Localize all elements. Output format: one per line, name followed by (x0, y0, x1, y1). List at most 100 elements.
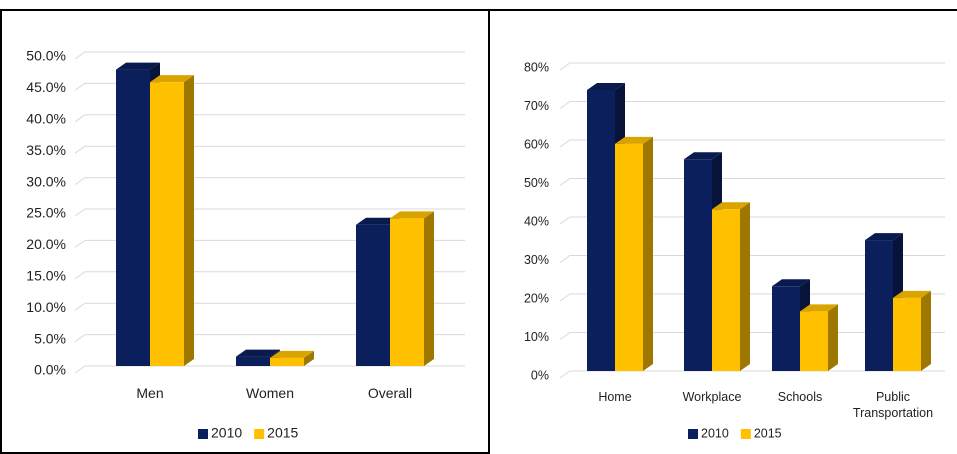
y-tick-label: 80% (524, 60, 549, 74)
legend-label: 2010 (211, 425, 242, 441)
y-tick-label: 15.0% (26, 268, 66, 284)
bar-top (236, 349, 280, 357)
legend-label: 2015 (754, 426, 782, 440)
bar (712, 202, 750, 371)
grid-line (559, 139, 945, 148)
x-tick-label: Schools (777, 390, 823, 404)
x-tick-label-box: Schools (777, 390, 823, 404)
x-tick-label-box: Public Transportation (852, 390, 934, 420)
bar-top (356, 217, 400, 225)
grid-line (559, 178, 945, 186)
bar-top (270, 350, 314, 358)
bar-top (116, 62, 160, 70)
bar-top (587, 82, 625, 90)
y-tick-label: 50% (524, 176, 549, 190)
bar-front (270, 357, 304, 366)
bar-side (424, 211, 434, 366)
y-tick-label: 10.0% (26, 299, 66, 315)
bar-top (893, 290, 931, 298)
bar (800, 304, 838, 371)
x-tick-label-box: Home (598, 390, 632, 404)
bar-front (615, 143, 643, 371)
bar-top (772, 279, 810, 287)
bar-front (587, 89, 615, 371)
grid-line (74, 145, 465, 154)
x-tick-label: Workplace (682, 390, 742, 404)
grid-line (559, 370, 945, 379)
grid-line (74, 239, 465, 248)
bar-front (893, 297, 921, 371)
bar-front (390, 218, 424, 366)
legend-swatch (740, 429, 751, 439)
y-tick-label: 60% (524, 137, 549, 151)
bar (615, 136, 653, 371)
y-tick-label: 20.0% (26, 236, 66, 252)
y-tick-label: 45.0% (26, 79, 66, 95)
bar-top (390, 211, 434, 219)
grid-line (74, 208, 465, 217)
y-tick-label: 70% (524, 99, 549, 113)
bar-top (800, 304, 838, 312)
legend-label: 2010 (701, 426, 729, 440)
x-tick-label-box: Overall (367, 385, 413, 401)
bar-side (184, 75, 194, 367)
bar-front (116, 69, 150, 367)
bar-front (356, 224, 390, 366)
bar-top (865, 233, 903, 241)
legend-swatch (254, 429, 265, 439)
bar-side (740, 202, 750, 371)
y-tick-label: 25.0% (26, 205, 66, 221)
grid-line (74, 365, 465, 374)
grid-line (74, 82, 465, 91)
grid-line (74, 271, 465, 280)
bar-front (800, 311, 828, 371)
bar-front (772, 286, 800, 371)
bar-front (712, 209, 740, 371)
legend-swatch (688, 429, 698, 439)
grid-line (74, 51, 465, 60)
x-tick-label-box: Men (136, 385, 164, 401)
grid-line (74, 302, 465, 311)
grid-line (559, 293, 945, 302)
grid-line (74, 114, 465, 123)
grid-line (559, 101, 945, 109)
y-tick-label: 50.0% (26, 48, 66, 64)
bar-top (150, 75, 194, 83)
grid-line (559, 62, 945, 71)
y-tick-label: 35.0% (26, 142, 66, 158)
bar (893, 290, 931, 371)
x-tick-label-box: Women (246, 385, 294, 401)
x-tick-label: Overall (367, 385, 413, 401)
x-tick-label: Women (246, 385, 294, 401)
y-tick-label: 5.0% (34, 330, 66, 346)
bar-front (236, 356, 270, 366)
legend-label: 2015 (267, 425, 298, 441)
legend-swatch (198, 429, 208, 439)
grid-line (559, 255, 945, 263)
y-tick-label: 0.0% (34, 362, 66, 378)
bar-front (150, 82, 184, 367)
grid-line (74, 334, 465, 343)
y-tick-label: 40.0% (26, 111, 66, 127)
bar (150, 75, 194, 367)
bar (390, 211, 434, 366)
y-tick-label: 20% (524, 291, 549, 305)
bar-side (304, 350, 314, 366)
bar-side (643, 136, 653, 371)
grid-line (559, 216, 945, 225)
y-tick-label: 0% (531, 368, 549, 382)
bar-top (615, 136, 653, 144)
y-tick-label: 10% (524, 330, 549, 344)
y-tick-label: 30.0% (26, 173, 66, 189)
y-tick-label: 40% (524, 214, 549, 228)
y-tick-label: 30% (524, 253, 549, 267)
x-tick-label: Men (136, 385, 164, 401)
bar-front (684, 159, 712, 371)
bar-top (684, 152, 722, 160)
x-tick-label: Home (598, 390, 632, 404)
bar-top (712, 202, 750, 210)
x-tick-label: Public Transportation (852, 390, 934, 420)
bar-side (828, 304, 838, 371)
bar-front (865, 240, 893, 371)
